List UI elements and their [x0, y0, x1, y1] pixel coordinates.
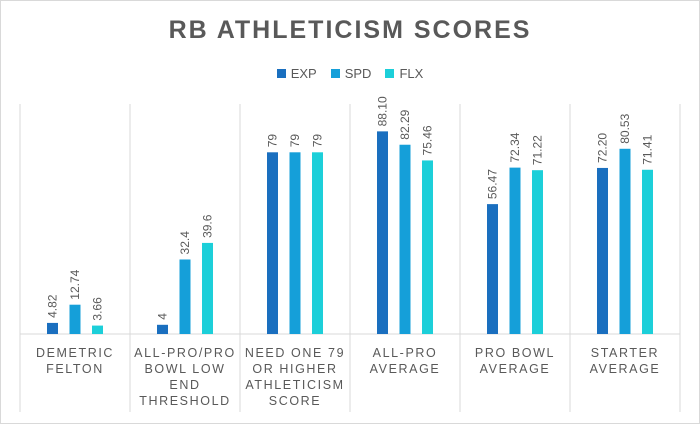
- bar-exp-3: [377, 131, 388, 334]
- legend-label-exp: EXP: [290, 66, 317, 81]
- data-label-exp-3: 88.10: [376, 96, 390, 126]
- legend-label-flx: FLX: [399, 66, 424, 81]
- category-label-2-line-0: NEED ONE 79: [245, 346, 345, 360]
- category-label-3-line-1: AVERAGE: [370, 362, 441, 376]
- data-label-exp-5: 72.20: [596, 133, 610, 163]
- data-label-exp-0: 4.82: [46, 294, 60, 318]
- legend-label-spd: SPD: [344, 66, 372, 81]
- bar-spd-4: [509, 167, 521, 334]
- chart-legend: EXP SPD FLX: [0, 66, 700, 81]
- data-label-spd-3: 82.29: [398, 109, 412, 139]
- data-label-flx-3: 75.46: [421, 125, 435, 155]
- category-label-5-line-0: STARTER: [591, 346, 659, 360]
- data-label-flx-0: 3.66: [91, 297, 105, 321]
- bar-flx-4: [532, 170, 543, 334]
- data-label-spd-2: 79: [288, 134, 302, 148]
- bar-flx-1: [202, 242, 213, 334]
- bar-exp-0: [47, 322, 58, 334]
- data-label-exp-1: 4: [156, 313, 170, 320]
- category-label-2-line-2: ATHLETICISM: [245, 378, 344, 392]
- data-label-spd-1: 32.4: [178, 231, 192, 255]
- bar-exp-5: [597, 167, 608, 334]
- bar-flx-0: [92, 325, 103, 334]
- data-label-exp-4: 56.47: [486, 169, 500, 199]
- category-label-5-line-1: AVERAGE: [590, 362, 661, 376]
- bar-flx-3: [422, 160, 433, 334]
- chart-title: RB ATHLETICISM SCORES: [168, 16, 532, 44]
- data-label-spd-4: 72.34: [508, 132, 522, 162]
- category-label-0-line-1: FELTON: [46, 362, 104, 376]
- legend-item-flx: FLX: [385, 66, 423, 81]
- data-label-flx-4: 71.22: [531, 135, 545, 165]
- bar-flx-2: [312, 152, 323, 334]
- bar-exp-1: [157, 324, 168, 334]
- bar-spd-2: [289, 152, 301, 334]
- data-label-flx-2: 79: [311, 134, 325, 148]
- legend-swatch-exp: [276, 69, 286, 78]
- category-label-1-line-3: THRESHOLD: [139, 394, 231, 408]
- bar-spd-0: [69, 304, 81, 334]
- category-label-4-line-1: AVERAGE: [480, 362, 551, 376]
- data-label-exp-2: 79: [266, 134, 280, 148]
- category-label-0-line-0: DEMETRIC: [36, 346, 114, 360]
- category-label-2-line-3: SCORE: [269, 394, 321, 408]
- bar-spd-1: [179, 259, 191, 334]
- bar-exp-2: [267, 152, 278, 334]
- category-label-1-line-0: ALL-PRO/PRO: [134, 346, 236, 360]
- category-label-2-line-1: OR HIGHER: [252, 362, 337, 376]
- data-label-spd-0: 12.74: [68, 269, 82, 299]
- category-label-1-line-2: END: [169, 378, 200, 392]
- bar-flx-5: [642, 169, 653, 334]
- legend-swatch-spd: [330, 69, 340, 78]
- category-label-1-line-1: BOWL LOW: [144, 362, 225, 376]
- legend-item-spd: SPD: [330, 66, 372, 81]
- category-label-3-line-0: ALL-PRO: [373, 346, 438, 360]
- data-label-spd-5: 80.53: [618, 113, 632, 143]
- bar-spd-3: [399, 144, 411, 334]
- bar-spd-5: [619, 148, 631, 334]
- category-label-4-line-0: PRO BOWL: [475, 346, 555, 360]
- bar-exp-4: [487, 204, 498, 334]
- data-label-flx-1: 39.6: [201, 214, 215, 238]
- data-label-flx-5: 71.41: [641, 134, 655, 164]
- legend-swatch-flx: [385, 69, 395, 78]
- legend-item-exp: EXP: [276, 66, 317, 81]
